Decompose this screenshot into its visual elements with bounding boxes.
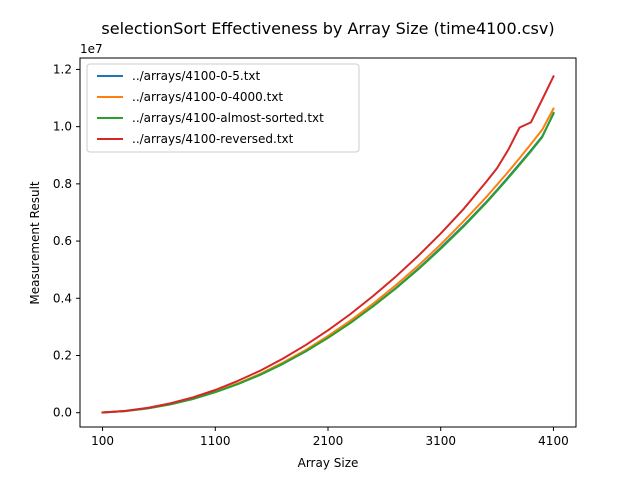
y-tick-label: 0.6: [53, 234, 72, 248]
legend-label-2: ../arrays/4100-almost-sorted.txt: [132, 111, 324, 125]
series-line-3: [101, 74, 555, 414]
y-tick-label: 0.2: [53, 348, 72, 362]
y-tick-label: 1.2: [53, 62, 72, 76]
x-tick-label: 3100: [425, 434, 456, 448]
chart-title: selectionSort Effectiveness by Array Siz…: [101, 19, 554, 38]
legend-box: [86, 63, 360, 153]
y-tick-label: 0.8: [53, 177, 72, 191]
legend-label-1: ../arrays/4100-0-4000.txt: [132, 90, 283, 104]
y-offset-label: 1e7: [80, 42, 103, 56]
legend-label-0: ../arrays/4100-0-5.txt: [132, 69, 261, 83]
axis-ticks: 100 1100 2100 3100 4100 0.0 0.2 0.4 0.6 0.8 1.0 1.2: [53, 62, 569, 448]
y-tick-label: 0.0: [53, 406, 72, 420]
series-line-2: [101, 111, 555, 414]
x-tick-label: 100: [91, 434, 114, 448]
x-tick-label: 1100: [200, 434, 231, 448]
legend: ../arrays/4100-0-5.txt ../arrays/4100-0-4…: [86, 63, 360, 153]
legend-label-3: ../arrays/4100-reversed.txt: [132, 132, 294, 146]
y-tick-label: 0.4: [53, 291, 72, 305]
x-axis-label: Array Size: [298, 456, 359, 470]
y-tick-label: 1.0: [53, 120, 72, 134]
plot-area: [101, 74, 555, 414]
x-tick-label: 2100: [313, 434, 344, 448]
y-axis-label: Measurement Result: [28, 181, 42, 305]
x-tick-label: 4100: [538, 434, 569, 448]
